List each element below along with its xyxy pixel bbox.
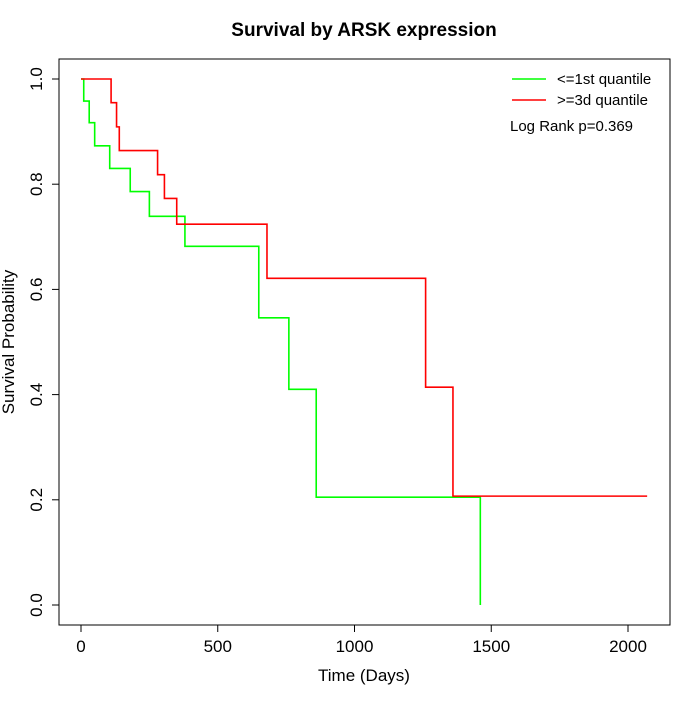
survival-curve-series-1 [81,78,482,605]
y-tick-label: 0.0 [27,593,46,617]
y-tick-label: 1.0 [27,67,46,91]
x-tick-label: 1000 [336,637,374,656]
log-rank-annotation: Log Rank p=0.369 [510,118,633,135]
y-tick-label: 0.6 [27,278,46,302]
survival-curve-series-2 [81,78,648,497]
axis-ticks: 0 500 1000 1500 2000 0.0 0.2 0.4 0.6 0.8 1.0 [27,67,647,656]
y-tick-label: 0.8 [27,172,46,196]
x-axis-label: Time (Days) [318,666,410,685]
legend: <=1st quantile >=3d quantile [512,71,651,109]
plot-frame [58,58,671,626]
chart-title: Survival by ARSK expression [231,20,496,41]
x-tick-label: 2000 [609,637,647,656]
legend-label: >=3d quantile [557,92,648,109]
legend-label: <=1st quantile [557,71,651,88]
y-tick-label: 0.2 [27,488,46,512]
y-axis-label: Survival Probability [0,269,18,414]
x-tick-label: 0 [76,637,85,656]
x-tick-label: 500 [204,637,232,656]
x-tick-label: 1500 [472,637,510,656]
survival-curves [81,78,648,605]
y-tick-label: 0.4 [27,383,46,407]
